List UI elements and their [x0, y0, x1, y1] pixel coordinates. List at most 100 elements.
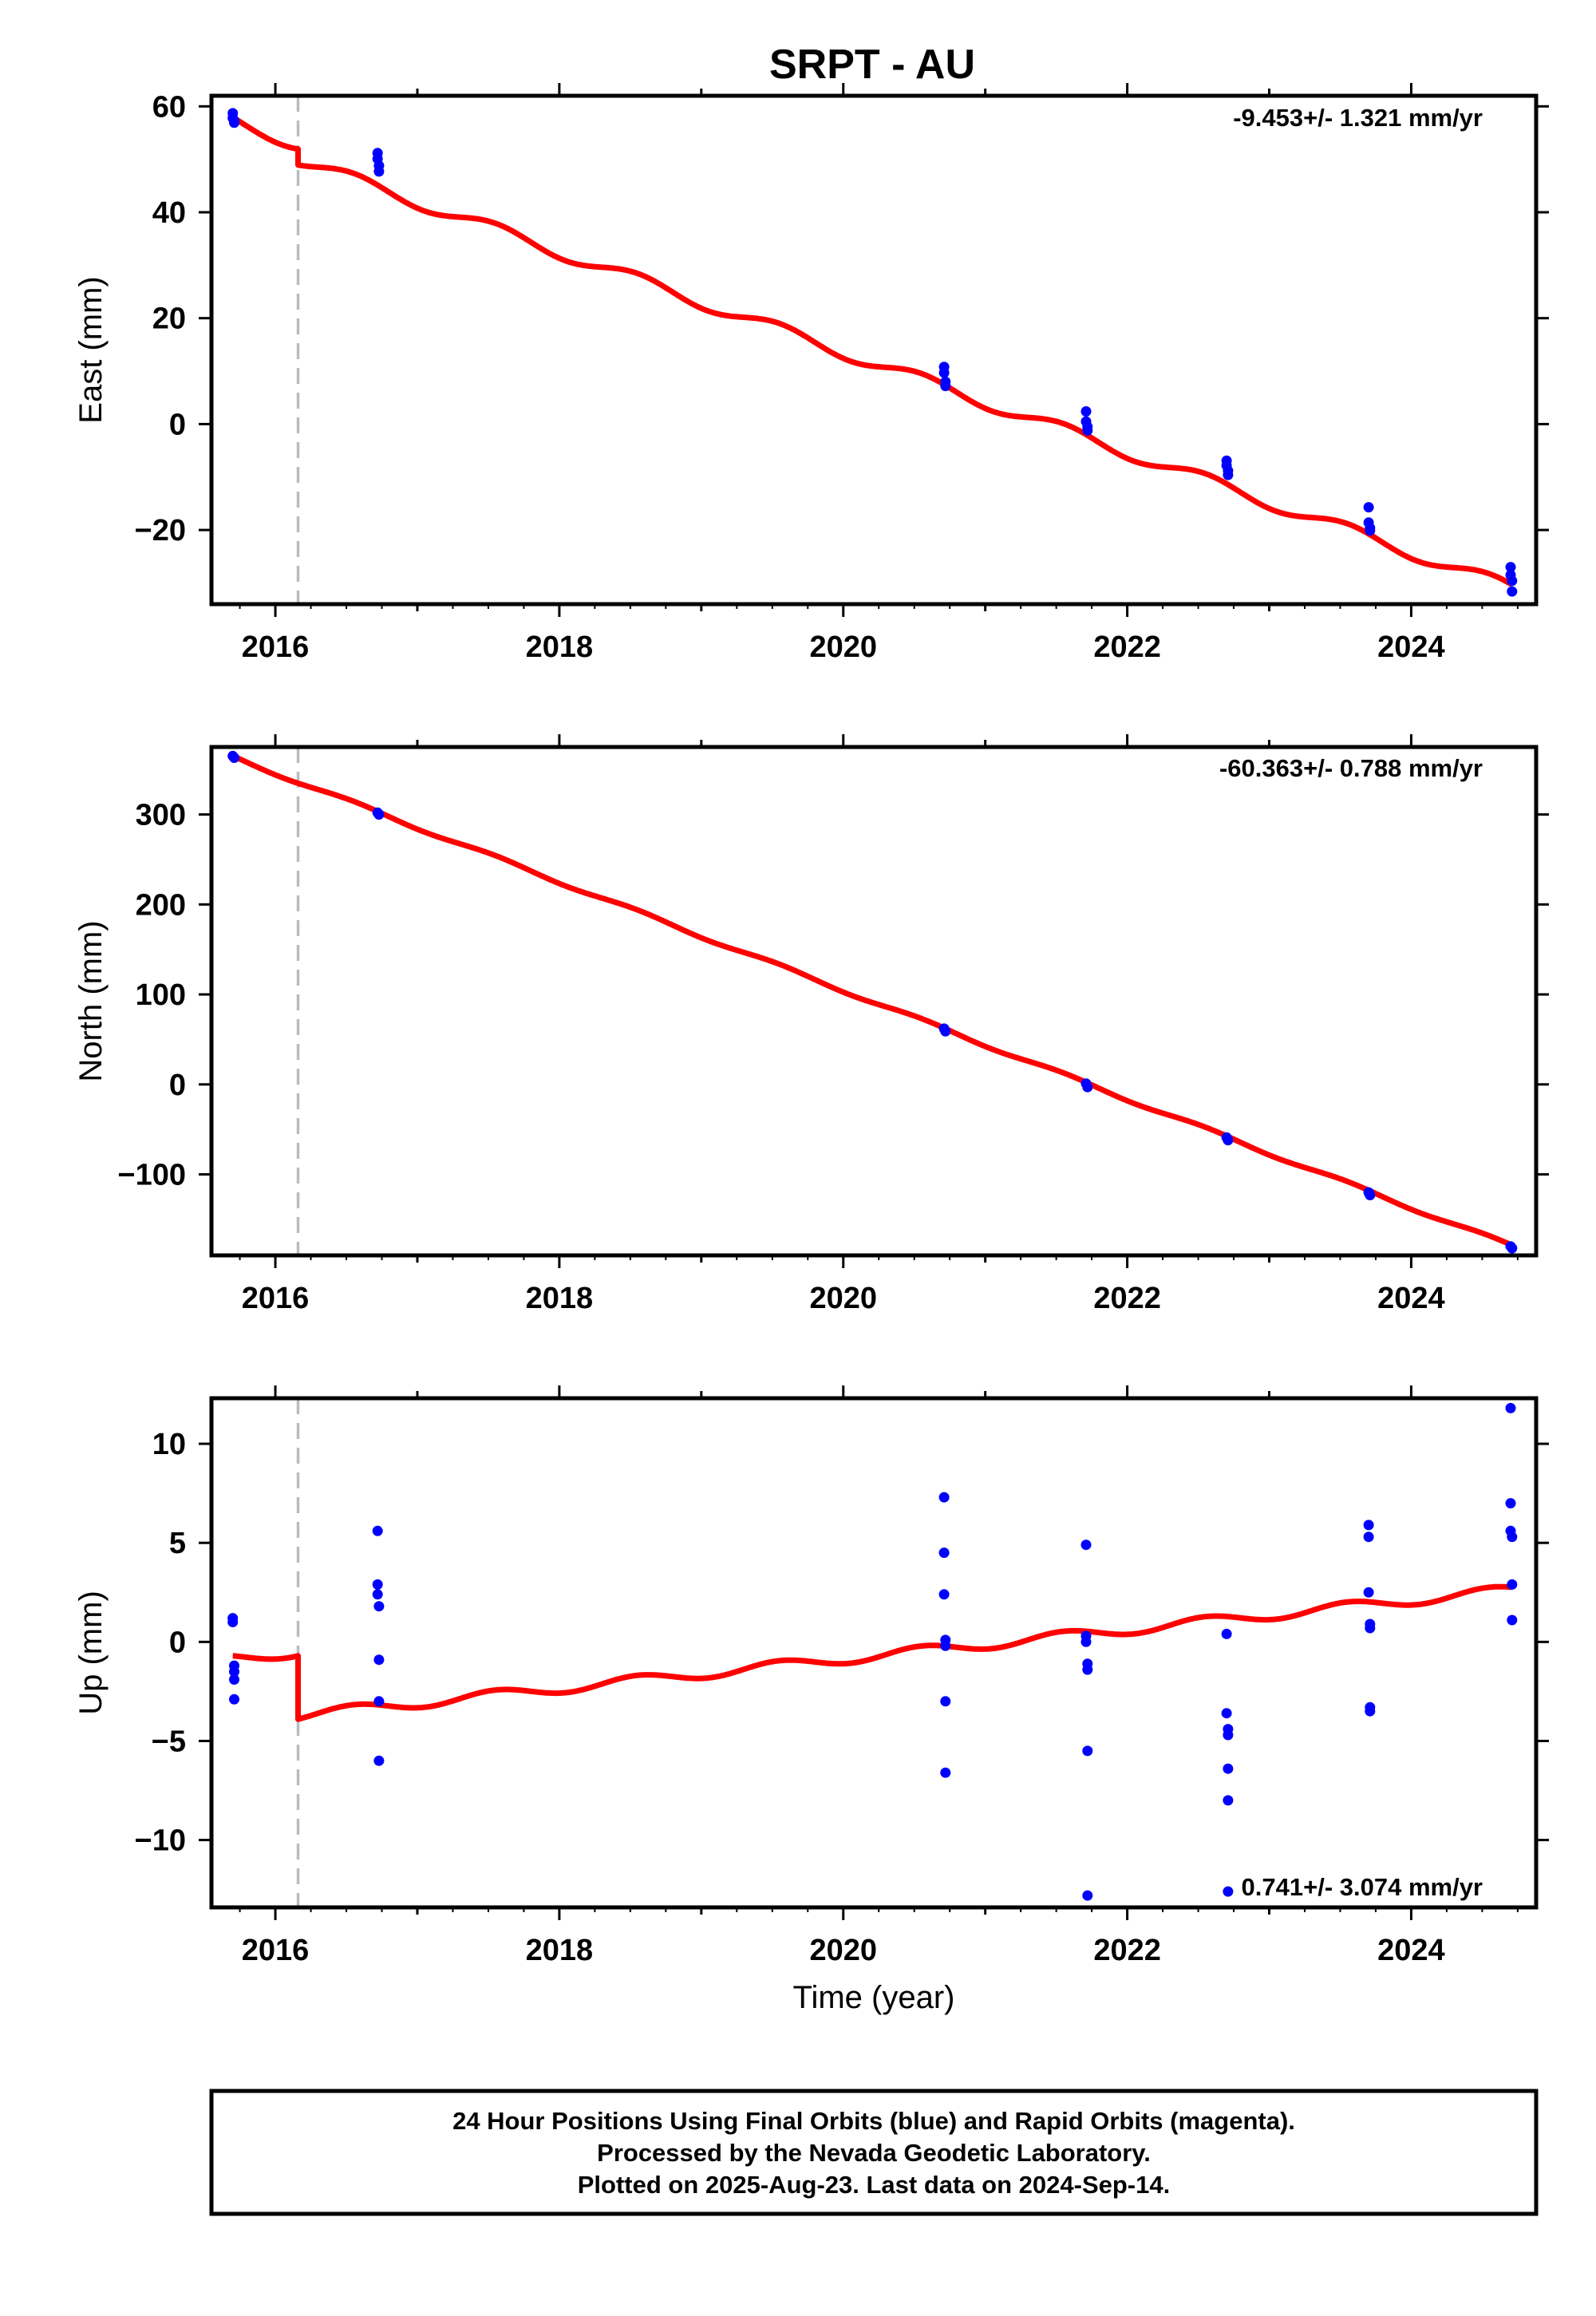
up-ytick-label: 0	[169, 1626, 186, 1659]
up-data-point	[1363, 1587, 1374, 1598]
up-data-point	[1223, 1886, 1234, 1897]
north-data-point	[1082, 1081, 1093, 1093]
up-data-point	[373, 1696, 385, 1707]
up-data-point	[1223, 1795, 1234, 1806]
up-ytick-label: −5	[152, 1725, 186, 1758]
up-data-point	[1363, 1520, 1374, 1531]
up-data-point	[1221, 1708, 1232, 1719]
footer-line-2: Processed by the Nevada Geodetic Laborat…	[597, 2139, 1151, 2167]
up-data-point	[1221, 1628, 1232, 1639]
up-model-line	[231, 1583, 1514, 1722]
north-xtick-label: 2022	[1093, 1282, 1161, 1315]
up-xtick-label: 2018	[526, 1934, 594, 1967]
north-data-point	[1365, 1190, 1376, 1200]
east-data-point	[1080, 406, 1092, 417]
north-panel: 2016 2018 2020 2022 2024 300 200 100 0 −100 North …	[73, 734, 1549, 1315]
north-data-point	[1507, 1243, 1518, 1254]
east-data-point	[940, 381, 951, 392]
up-data-point	[372, 1579, 383, 1590]
up-data-point	[1507, 1614, 1518, 1626]
east-data-point	[1363, 502, 1374, 513]
east-panel: 2016 2018 2020 2022 2024 60 40 20 0 −20 East (mm) -…	[73, 83, 1549, 664]
east-data-point	[938, 367, 950, 378]
up-data-point	[1223, 1763, 1234, 1774]
up-data-point	[938, 1492, 950, 1503]
north-data-point	[373, 809, 385, 820]
east-data-point	[1223, 469, 1234, 480]
up-xlabel: Time (year)	[793, 1980, 955, 2015]
east-points	[227, 108, 1518, 597]
north-data-point	[1223, 1135, 1234, 1146]
north-ytick-label: −100	[117, 1159, 186, 1192]
footer-line-1: 24 Hour Positions Using Final Orbits (bl…	[452, 2107, 1295, 2135]
east-ytick-label: 40	[152, 196, 186, 230]
north-xtick-label: 2018	[526, 1282, 594, 1315]
up-xtick-label: 2022	[1093, 1934, 1161, 1967]
north-ytick-label: 0	[169, 1069, 186, 1102]
east-xtick-label: 2020	[809, 630, 877, 664]
east-model-line	[231, 115, 1514, 587]
north-xtick-label: 2024	[1377, 1282, 1445, 1315]
footer-box: 24 Hour Positions Using Final Orbits (bl…	[209, 2089, 1539, 2216]
up-data-point	[1505, 1402, 1516, 1413]
east-data-point	[1507, 575, 1518, 587]
east-ytick-label: 20	[152, 302, 186, 336]
up-data-point	[372, 1589, 383, 1600]
north-rate-label: -60.363+/- 0.788 mm/yr	[1219, 754, 1483, 782]
east-plot-frame	[209, 93, 1539, 607]
footer-line-3: Plotted on 2025-Aug-23. Last data on 202…	[578, 2171, 1170, 2199]
up-data-point	[229, 1694, 239, 1705]
up-panel: 2016 2018 2020 2022 2024 10 5 0 −5 −10 Up (mm) Time…	[73, 1385, 1549, 2015]
up-data-point	[227, 1617, 239, 1627]
up-ytick-label: 5	[169, 1527, 186, 1560]
east-xtick-label: 2016	[242, 630, 310, 664]
up-data-point	[1365, 1622, 1376, 1634]
up-data-point	[1080, 1636, 1092, 1647]
east-xtick-label: 2018	[526, 630, 594, 664]
north-ylabel: North (mm)	[73, 920, 109, 1081]
up-data-point	[372, 1525, 383, 1536]
up-data-point	[940, 1696, 951, 1707]
up-data-point	[1507, 1531, 1518, 1543]
up-ytick-label: 10	[152, 1428, 186, 1461]
up-data-point	[1082, 1745, 1093, 1757]
up-data-point	[940, 1640, 951, 1651]
east-rate-label: -9.453+/- 1.321 mm/yr	[1233, 104, 1483, 132]
up-data-point	[373, 1654, 385, 1666]
up-plot-frame	[209, 1396, 1539, 1910]
up-data-point	[373, 1601, 385, 1612]
east-ylabel: East (mm)	[73, 276, 109, 423]
north-plot-frame	[209, 745, 1539, 1258]
north-points	[227, 750, 1518, 1254]
up-points	[227, 1402, 1518, 1901]
east-data-point	[1505, 562, 1516, 573]
up-xtick-label: 2024	[1377, 1934, 1445, 1967]
up-data-point	[938, 1547, 950, 1559]
up-data-point	[1082, 1664, 1093, 1675]
east-xtick-label: 2024	[1377, 630, 1445, 664]
up-ytick-label: −10	[135, 1824, 186, 1858]
east-data-point	[373, 166, 385, 177]
north-data-point	[940, 1026, 951, 1037]
east-ytick-label: 60	[152, 90, 186, 124]
up-rate-label: 0.741+/- 3.074 mm/yr	[1242, 1873, 1483, 1901]
east-data-point	[1365, 525, 1376, 536]
up-xtick-label: 2020	[809, 1934, 877, 1967]
up-data-point	[1223, 1729, 1234, 1741]
up-data-point	[1505, 1498, 1516, 1509]
north-ytick-label: 300	[136, 799, 186, 832]
up-xtick-label: 2016	[242, 1934, 310, 1967]
up-data-point	[940, 1767, 951, 1778]
up-data-point	[1507, 1579, 1518, 1590]
north-ytick-label: 100	[136, 978, 186, 1012]
north-model-line	[231, 753, 1514, 1248]
up-data-point	[938, 1589, 950, 1600]
up-data-point	[229, 1674, 239, 1685]
up-data-point	[1080, 1539, 1092, 1551]
footer-frame	[209, 2089, 1539, 2216]
north-ytick-label: 200	[136, 888, 186, 922]
north-data-point	[229, 753, 239, 763]
east-ytick-label: −20	[135, 514, 186, 547]
east-xtick-label: 2022	[1093, 630, 1161, 664]
